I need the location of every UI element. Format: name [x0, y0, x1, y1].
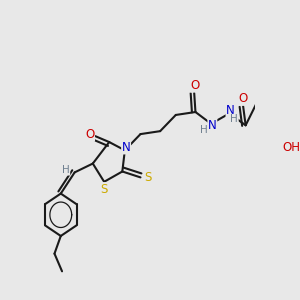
Text: H: H: [62, 165, 70, 175]
Text: N: N: [208, 119, 217, 132]
Text: OH: OH: [282, 141, 300, 154]
Text: S: S: [144, 171, 151, 184]
Text: S: S: [100, 183, 108, 196]
Text: H: H: [200, 125, 207, 135]
Text: N: N: [122, 141, 130, 154]
Text: N: N: [226, 104, 235, 117]
Text: H: H: [230, 114, 238, 124]
Text: O: O: [238, 92, 248, 105]
Text: O: O: [85, 128, 94, 141]
Text: O: O: [190, 79, 199, 92]
